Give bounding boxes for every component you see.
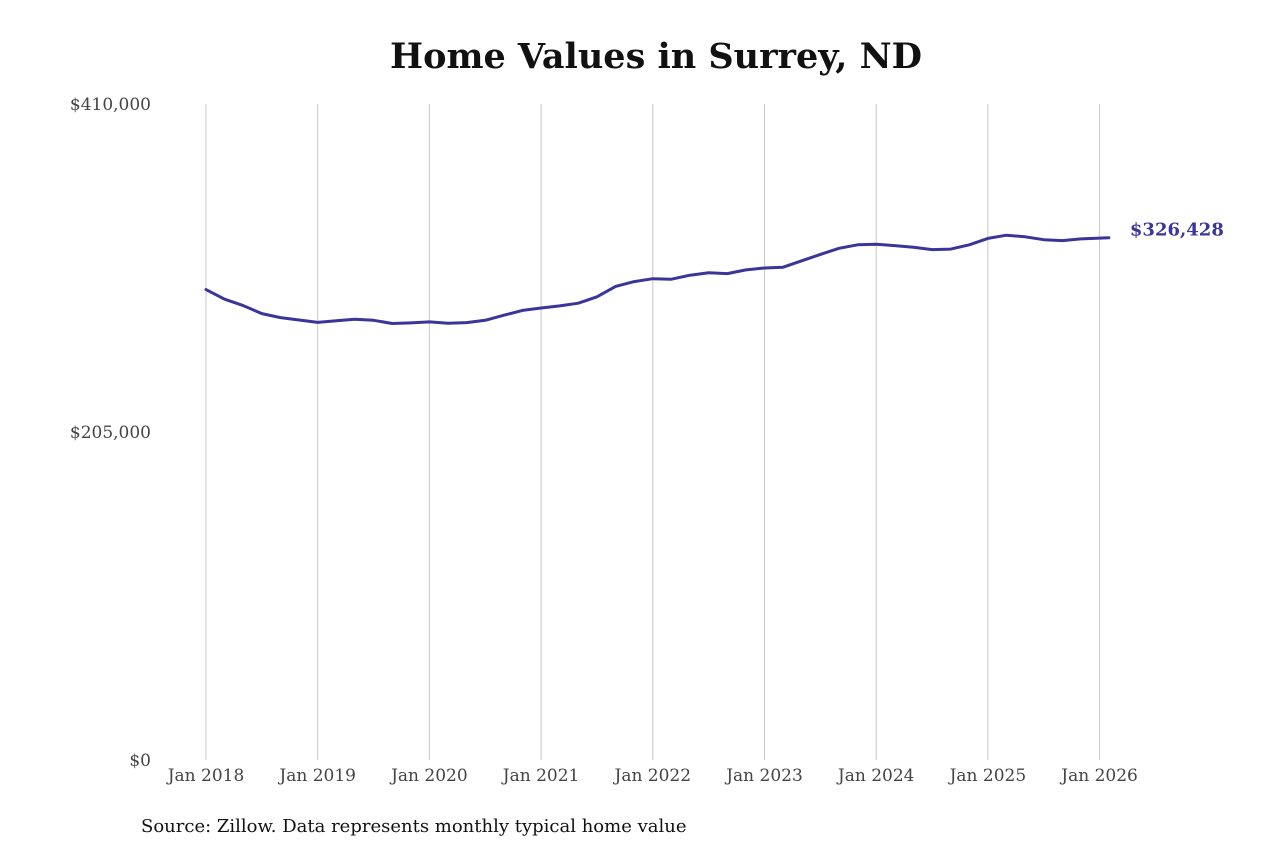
x-tick-label: Jan 2019 — [277, 766, 356, 786]
y-tick-label: $205,000 — [70, 423, 151, 443]
x-tick-label: Jan 2021 — [501, 766, 580, 786]
y-tick-label: $410,000 — [70, 95, 151, 115]
vertical-gridlines — [205, 104, 1101, 760]
x-axis-ticks: Jan 2018 Jan 2019 Jan 2020 Jan 2021 Jan 2022… — [166, 766, 1138, 786]
x-tick-label: Jan 2022 — [613, 766, 692, 786]
end-value-label: $326,428 — [1130, 220, 1224, 241]
y-tick-label: $0 — [129, 751, 151, 771]
source-note: Source: Zillow. Data represents monthly … — [141, 816, 687, 837]
x-tick-label: Jan 2025 — [948, 766, 1027, 786]
x-tick-label: Jan 2026 — [1059, 766, 1138, 786]
x-tick-label: Jan 2018 — [166, 766, 245, 786]
x-tick-label: Jan 2023 — [724, 766, 803, 786]
x-tick-label: Jan 2024 — [836, 766, 915, 786]
series-line — [204, 233, 1111, 325]
y-axis-ticks: $410,000 $205,000 $0 — [70, 95, 151, 771]
series-layer — [204, 233, 1111, 325]
x-tick-label: Jan 2020 — [389, 766, 468, 786]
chart-title: Home Values in Surrey, ND — [390, 36, 922, 77]
